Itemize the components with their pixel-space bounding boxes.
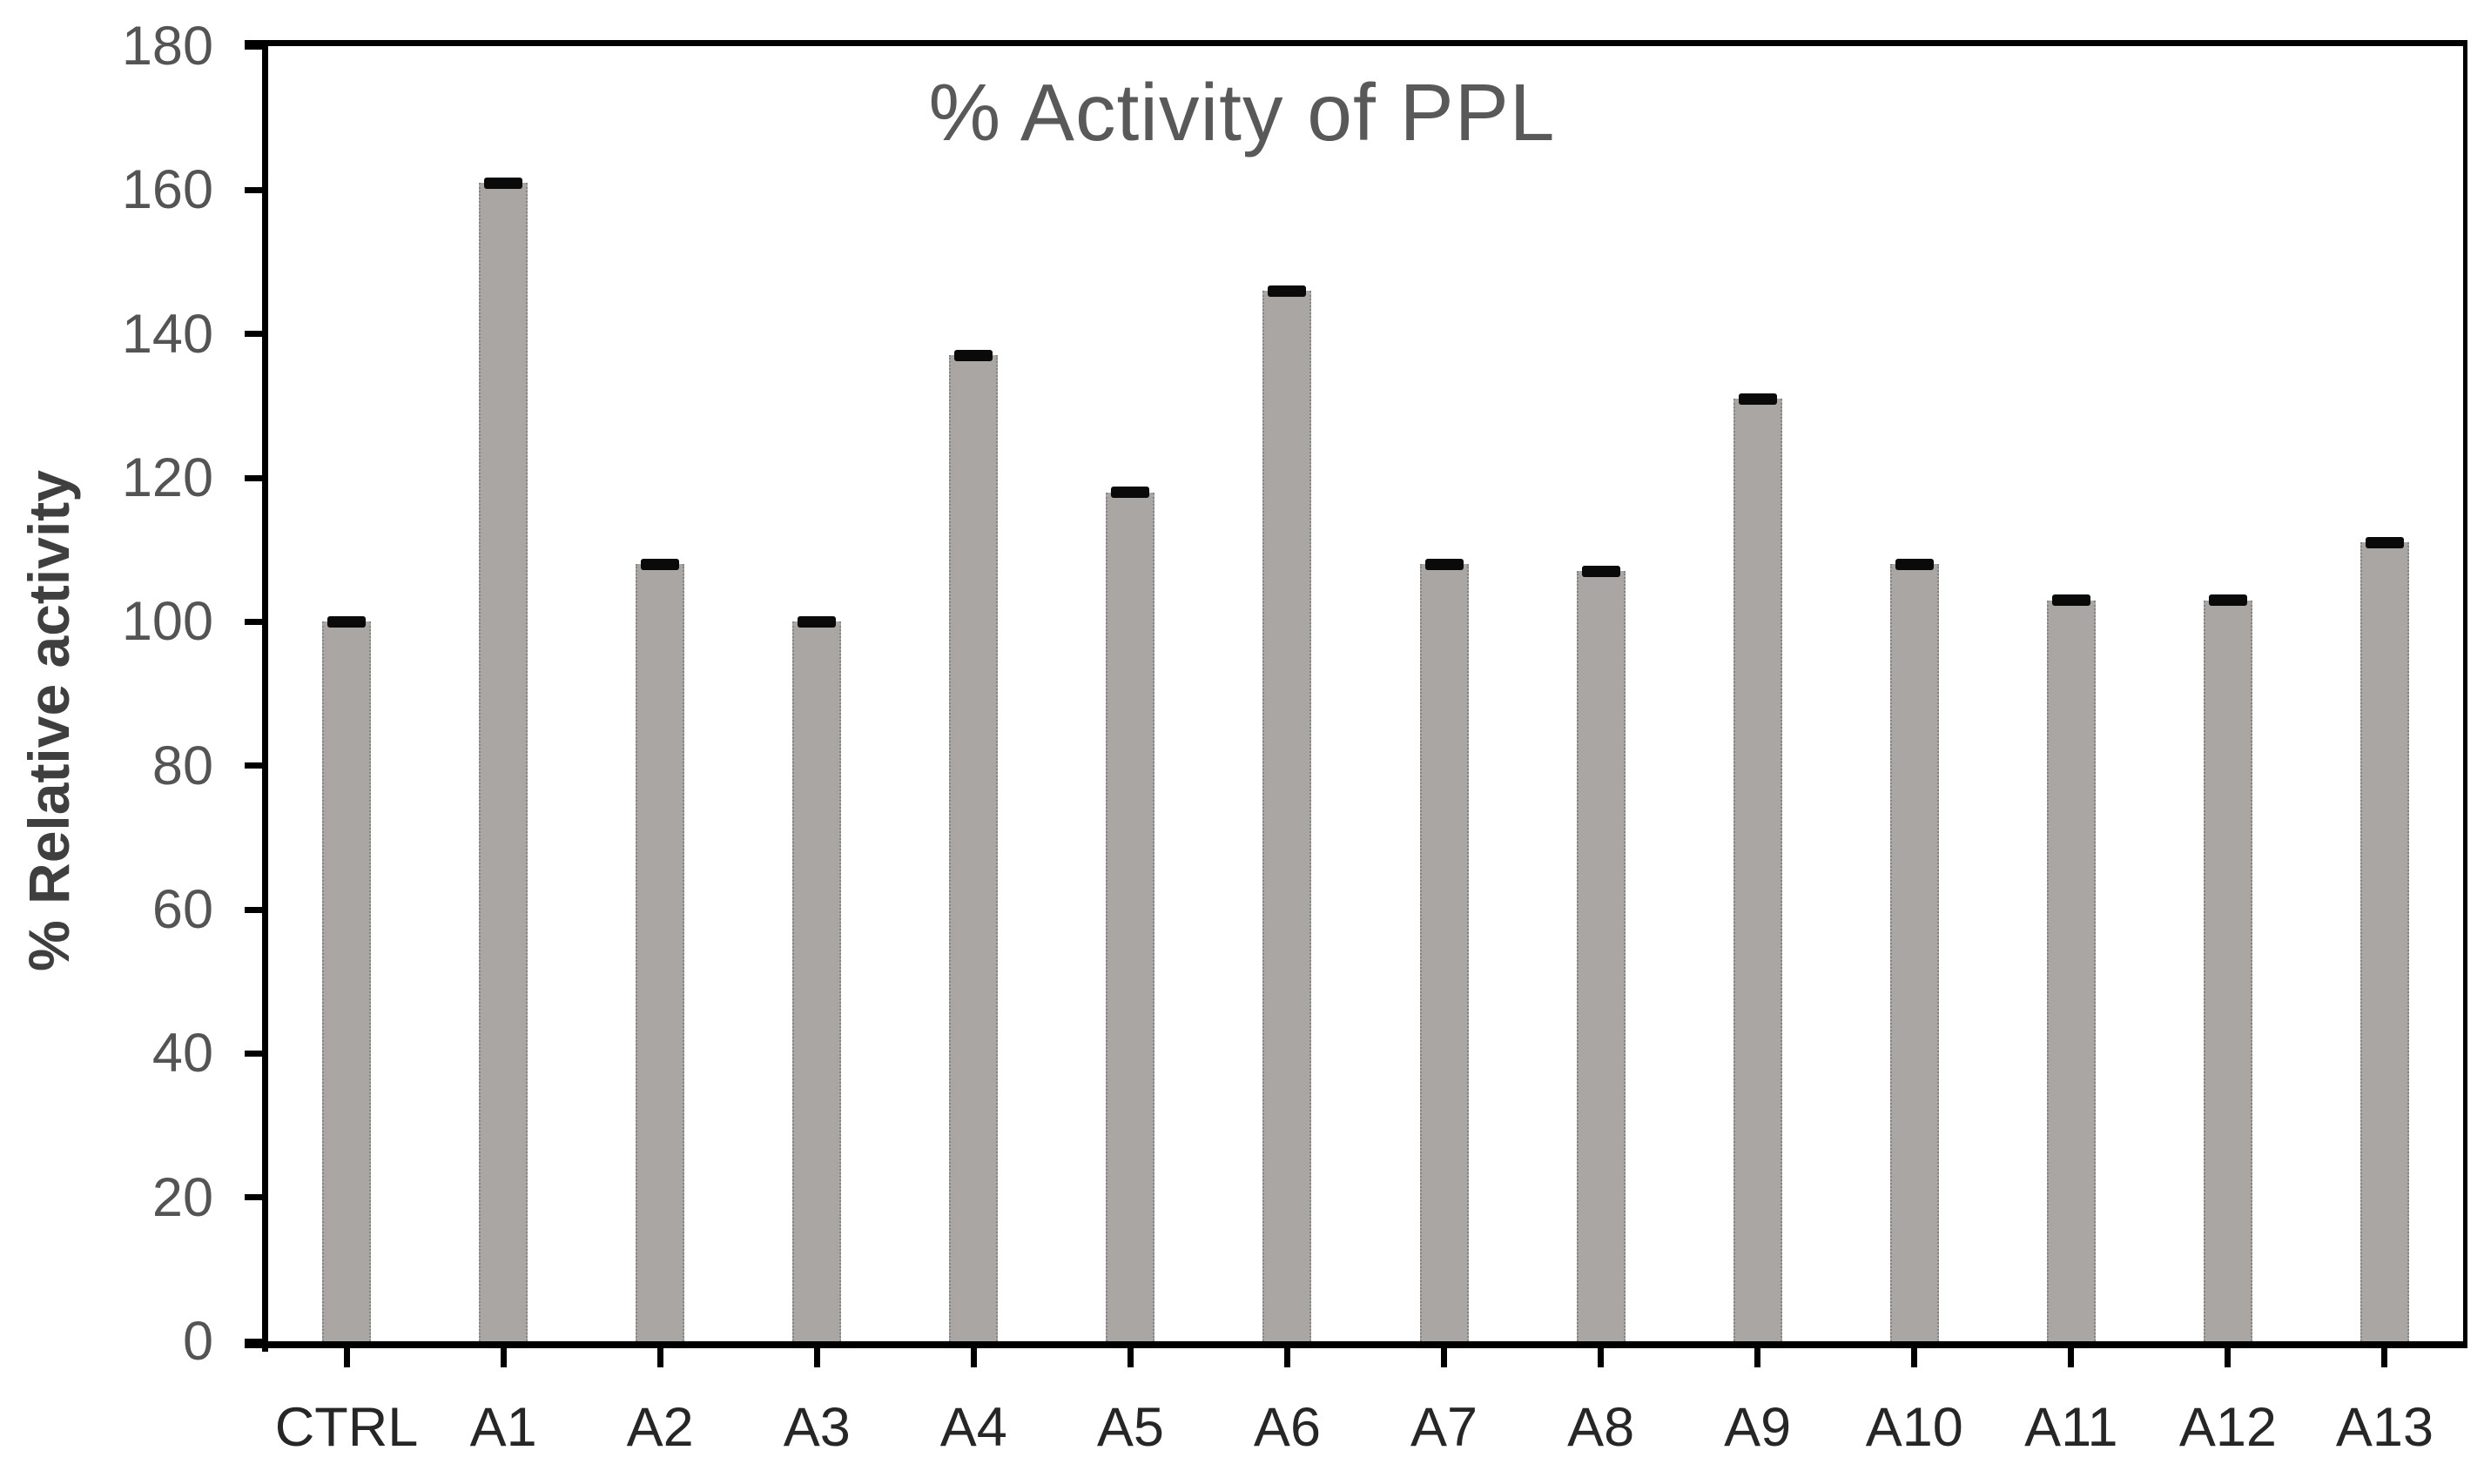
x-tick-label: A11 [2024,1397,2118,1458]
bar [1889,564,1939,1341]
y-tick-label: 20 [151,1166,213,1228]
y-tick [245,618,268,625]
x-tick [970,1348,977,1367]
error-bar-cap [1268,285,1307,297]
x-tick [1598,1348,1605,1367]
plot-right-border [2463,40,2467,1348]
x-tick-label: A9 [1724,1397,1792,1458]
error-bar-cap [1424,558,1464,570]
x-tick-label: A13 [2335,1397,2434,1458]
error-bar-cap [641,558,680,570]
y-tick [245,186,268,193]
y-tick-label: 40 [151,1023,213,1084]
x-tick-label: A8 [1567,1397,1635,1458]
bar [1262,291,1312,1341]
y-tick-label: 0 [182,1311,213,1372]
bar [1106,492,1155,1341]
x-tick [1754,1348,1761,1367]
x-tick-label: A2 [626,1397,694,1458]
x-tick-label: A4 [939,1397,1007,1458]
x-tick [1441,1348,1448,1367]
bar [322,621,372,1341]
x-tick-label: A5 [1096,1397,1164,1458]
error-bar-cap [798,615,837,628]
x-tick-label: A7 [1410,1397,1478,1458]
y-tick [245,762,268,769]
bar [1419,564,1469,1341]
y-tick [245,1338,268,1345]
x-tick [500,1348,507,1367]
x-tick [1911,1348,1918,1367]
x-tick [1283,1348,1290,1367]
y-tick [245,474,268,481]
x-tick [343,1348,350,1367]
error-bar-cap [2051,594,2090,607]
x-tick [2381,1348,2388,1367]
x-tick-label: A12 [2178,1397,2277,1458]
y-tick-label: 60 [151,879,213,940]
bar [792,621,842,1341]
bar [1733,399,1782,1341]
bar [2359,542,2409,1341]
x-tick [813,1348,820,1367]
bar [1576,571,1626,1341]
error-bar-cap [2365,536,2404,548]
error-bar-cap [1738,393,1777,405]
x-tick-label: A6 [1253,1397,1321,1458]
y-tick-label: 80 [151,735,213,796]
y-tick-label: 160 [121,159,213,221]
x-tick-label: A10 [1865,1397,1963,1458]
error-bar-cap [1111,487,1150,499]
bar [2203,600,2252,1341]
y-tick [245,43,268,50]
x-tick [1127,1348,1134,1367]
y-tick [245,906,268,913]
y-tick-label: 140 [121,303,213,365]
bar [949,355,999,1341]
x-tick-label: A1 [469,1397,537,1458]
plot-top-border [245,40,2467,46]
error-bar-cap [954,349,993,361]
y-tick-label: 100 [121,591,213,653]
bar [2046,600,2096,1341]
bar [479,183,528,1341]
y-tick-label: 180 [121,16,213,77]
y-tick [245,1194,268,1201]
error-bar-cap [2208,594,2247,607]
error-bar-cap [327,615,367,628]
bar [636,564,685,1341]
error-bar-cap [1895,558,1934,570]
chart-title: % Activity of PPL [928,67,1556,158]
x-tick [2068,1348,2075,1367]
x-tick [656,1348,663,1367]
y-tick [245,1050,268,1057]
error-bar-cap [484,177,523,189]
y-tick [245,331,268,338]
error-bar-cap [1581,565,1620,577]
x-tick-label: A3 [783,1397,851,1458]
y-tick-label: 120 [121,447,213,508]
x-tick [2225,1348,2232,1367]
x-axis-line [245,1341,2467,1348]
y-axis-line [262,40,268,1352]
x-tick-label: CTRL [274,1397,419,1458]
